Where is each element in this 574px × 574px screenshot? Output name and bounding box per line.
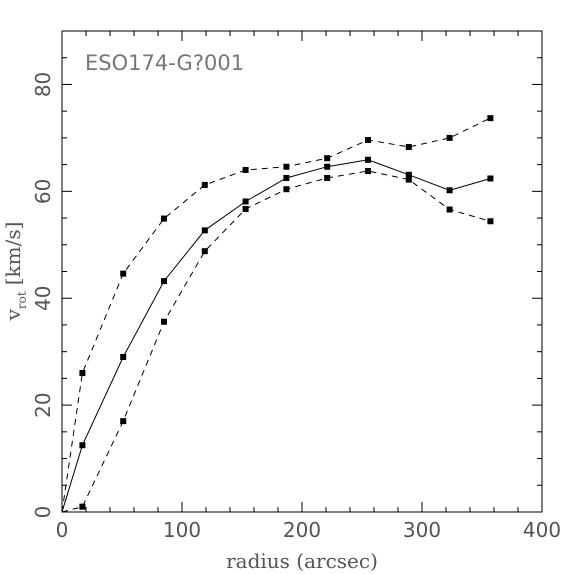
y-tick-label: 40 — [31, 285, 55, 310]
series-2-point — [79, 370, 86, 377]
series-3-point — [242, 205, 249, 212]
series-3-point — [79, 503, 86, 510]
series-3-point — [283, 186, 290, 193]
y-tick-label: 80 — [31, 72, 55, 97]
data-series — [61, 115, 494, 513]
axis-ticks — [61, 30, 543, 513]
series-1-point — [79, 442, 86, 449]
y-axis-label-main: v — [1, 308, 25, 321]
y-axis-label-unit: [km/s] — [1, 222, 25, 286]
series-1-point — [120, 354, 127, 361]
series-3-point — [324, 174, 331, 181]
series-3-point — [365, 168, 371, 175]
x-tick-label: 100 — [163, 518, 201, 542]
series-3-point — [405, 176, 412, 183]
x-tick-label: 200 — [283, 518, 321, 542]
series-1-point — [242, 198, 249, 205]
x-tick-label: 400 — [523, 518, 561, 542]
x-tick-label: 0 — [56, 518, 69, 542]
y-tick-label: 20 — [31, 392, 55, 417]
x-axis-label: radius (arcsec) — [226, 549, 378, 573]
y-tick-label: 60 — [31, 179, 55, 204]
series-1-point — [487, 175, 494, 182]
series-2-line — [61, 117, 491, 513]
series-1-point — [324, 163, 331, 170]
plot-frame — [61, 30, 543, 513]
series-2-point — [201, 181, 208, 188]
series-2-point — [487, 115, 494, 122]
chart-title: ESO174-G?001 — [85, 51, 244, 75]
series-3-point — [161, 318, 167, 325]
series-2-point — [242, 166, 249, 173]
series-2-point — [446, 134, 453, 141]
series-2-point — [365, 137, 371, 144]
y-axis-label: vrot [km/s] — [1, 222, 29, 322]
series-3-point — [201, 248, 208, 255]
series-3-point — [487, 218, 494, 225]
series-1-point — [201, 227, 208, 234]
y-axis-label-sub: rot — [15, 291, 29, 309]
series-3-point — [446, 206, 453, 213]
y-tick-label: 0 — [31, 506, 55, 519]
series-1-point — [283, 174, 290, 181]
series-1-point — [161, 278, 167, 285]
series-1-point — [446, 187, 453, 194]
series-1-point — [365, 156, 371, 163]
series-2-point — [161, 215, 167, 222]
x-tick-label: 300 — [403, 518, 441, 542]
series-2-point — [324, 155, 331, 162]
series-3-line — [61, 170, 491, 513]
tick-labels: 0 100 200 300 400 0 20 40 60 80 — [31, 72, 561, 542]
series-1-point — [405, 171, 412, 178]
series-3-point — [120, 418, 127, 425]
series-1-line — [61, 159, 491, 513]
series-2-point — [120, 270, 127, 277]
series-2-point — [405, 143, 412, 150]
series-2-point — [283, 163, 290, 170]
